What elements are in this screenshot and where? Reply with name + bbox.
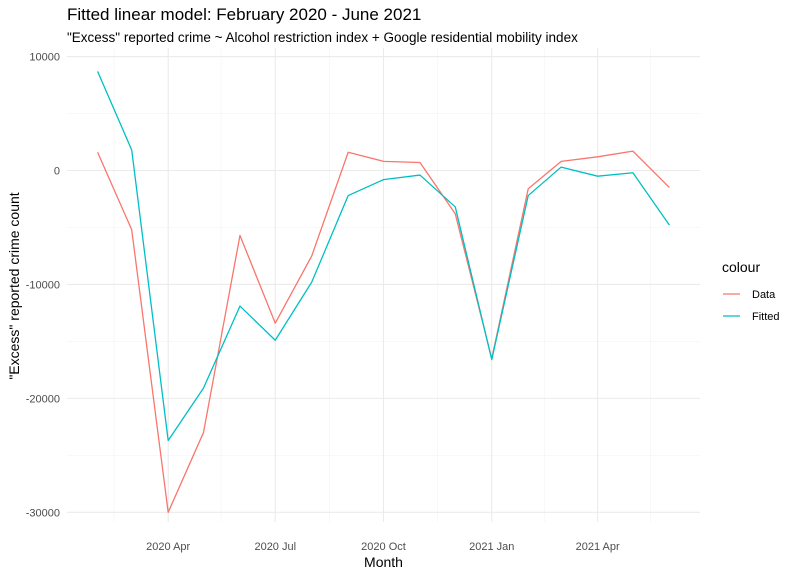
series-lines [96, 71, 670, 513]
minor-gridlines [67, 48, 700, 522]
legend: colour Data Fitted [722, 259, 780, 323]
x-axis-tick-labels: 2020 Apr 2020 Jul 2020 Oct 2021 Jan 2021 Apr [146, 541, 620, 553]
y-tick-label: -30000 [26, 507, 60, 519]
x-axis-title: Month [364, 554, 403, 570]
legend-title: colour [722, 259, 760, 275]
chart-title: Fitted linear model: February 2020 - Jun… [67, 5, 421, 24]
series-line-fitted [96, 71, 670, 442]
legend-label-data: Data [752, 289, 776, 301]
y-tick-label: -10000 [26, 279, 60, 291]
major-gridlines [67, 48, 700, 522]
legend-label-fitted: Fitted [752, 311, 780, 323]
x-tick-label: 2021 Apr [576, 541, 620, 553]
x-tick-label: 2020 Oct [361, 541, 406, 553]
y-axis-title: "Excess" reported crime count [6, 192, 22, 379]
y-tick-label: 10000 [29, 52, 60, 64]
x-tick-label: 2021 Jan [469, 541, 514, 553]
series-line-data [96, 150, 670, 513]
x-tick-label: 2020 Jul [254, 541, 296, 553]
y-tick-label: -20000 [26, 393, 60, 405]
x-tick-label: 2020 Apr [146, 541, 190, 553]
y-tick-label: 0 [54, 165, 60, 177]
y-axis-tick-labels: 10000 0 -10000 -20000 -30000 [26, 52, 60, 520]
chart-subtitle: "Excess" reported crime ~ Alcohol restri… [67, 30, 578, 45]
